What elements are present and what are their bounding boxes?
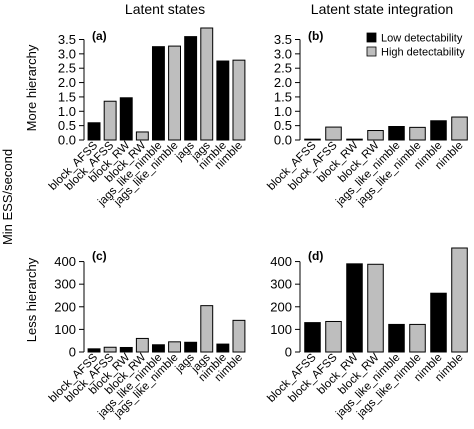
bar (135, 337, 149, 353)
y-tick-label: 300 (54, 277, 76, 292)
y-tick-label: 1.5 (58, 89, 76, 104)
bar (119, 97, 133, 141)
y-tick-label: 0 (69, 345, 76, 360)
bar (216, 60, 230, 141)
bar (451, 247, 468, 353)
panel-label: (c) (92, 249, 107, 263)
y-tick-label: 100 (54, 322, 76, 337)
bar (346, 138, 363, 141)
y-tick-label: 400 (54, 254, 76, 269)
bar (135, 131, 149, 141)
bar (430, 292, 447, 353)
bar (304, 138, 321, 141)
y-tick-label: 1.0 (274, 104, 292, 119)
panel-label: (a) (92, 29, 107, 43)
y-tick-label: 2.5 (58, 61, 76, 76)
column-title-latent-states: Latent states (125, 1, 205, 17)
legend-swatch (366, 46, 377, 57)
y-axis-label: Min ESS/second (0, 149, 15, 245)
bar (184, 341, 198, 353)
y-tick-label: 3.5 (58, 32, 76, 47)
bar (200, 305, 214, 353)
bar (232, 319, 246, 353)
y-tick-label: 2.5 (274, 61, 292, 76)
bar (103, 100, 117, 141)
panels: 0.00.51.01.52.02.53.03.5block_AFSSblock_… (47, 27, 468, 421)
bar (168, 341, 181, 353)
y-tick-label: 300 (270, 277, 292, 292)
y-tick-label: 3.0 (274, 46, 292, 61)
legend-swatch (366, 32, 377, 43)
y-tick-label: 0.5 (274, 118, 292, 133)
bar (388, 323, 405, 353)
bar (87, 348, 101, 353)
y-tick-label: 0.0 (58, 133, 76, 148)
bar (325, 320, 342, 353)
row-label-more-hierarchy: More hierarchy (24, 44, 39, 131)
bar (304, 322, 321, 353)
bar (409, 323, 426, 353)
y-tick-label: 2.0 (274, 75, 292, 90)
panel-c: 0100200300400block_AFSSblock_AFSSblock_R… (47, 249, 246, 421)
y-tick-label: 0.5 (58, 118, 76, 133)
bar (409, 126, 426, 141)
y-tick-label: 3.5 (274, 32, 292, 47)
bar (216, 343, 230, 353)
y-tick-label: 400 (270, 254, 292, 269)
bar (367, 130, 384, 141)
y-tick-label: 2.0 (58, 75, 76, 90)
bar (232, 59, 246, 141)
bar (87, 122, 101, 141)
y-tick-label: 3.0 (58, 46, 76, 61)
panel-label: (b) (308, 29, 323, 43)
bar (325, 126, 342, 141)
legend: Low detectability High detectability (366, 32, 465, 59)
bar (451, 116, 468, 141)
panel-a: 0.00.51.01.52.02.53.03.5block_AFSSblock_… (47, 27, 246, 209)
bar (346, 263, 363, 353)
y-tick-label: 0 (285, 345, 292, 360)
legend-entry: Low detectability (381, 33, 463, 45)
bar (184, 36, 198, 141)
bar (200, 27, 214, 141)
y-tick-label: 200 (54, 299, 76, 314)
bar (119, 346, 133, 353)
panel-d: 0100200300400block_AFSSblock_AFSSblock_R… (265, 247, 468, 421)
bar (103, 346, 117, 353)
bar (388, 126, 405, 141)
y-tick-label: 1.0 (58, 104, 76, 119)
bar (430, 120, 447, 141)
bar (151, 46, 165, 141)
bar (151, 344, 165, 353)
column-title-latent-state-integration: Latent state integration (311, 1, 453, 17)
bar (168, 45, 181, 141)
legend-entry: High detectability (381, 47, 465, 59)
y-tick-label: 100 (270, 322, 292, 337)
panel-label: (d) (308, 249, 323, 263)
row-label-less-hierarchy: Less hierarchy (24, 257, 39, 342)
y-tick-label: 1.5 (274, 89, 292, 104)
y-tick-label: 0.0 (274, 133, 292, 148)
y-tick-label: 200 (270, 299, 292, 314)
bar (367, 263, 384, 353)
